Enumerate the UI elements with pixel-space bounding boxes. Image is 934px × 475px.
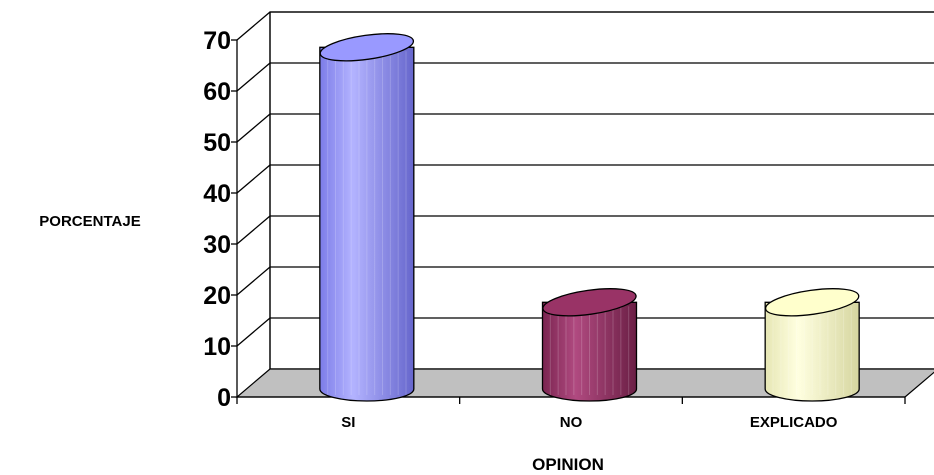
bar-body — [764, 301, 860, 402]
y-tick-label: 10 — [203, 333, 231, 361]
y-axis-title: PORCENTAJE — [39, 213, 140, 230]
y-tick-label: 40 — [203, 180, 231, 208]
bar-si — [319, 33, 415, 402]
y-tick-label: 60 — [203, 78, 231, 106]
bar-top — [764, 288, 860, 317]
gridline-depth — [236, 215, 271, 245]
gridline-depth — [236, 317, 271, 347]
gridline-depth — [236, 113, 271, 143]
bar-no — [541, 288, 638, 402]
gridline-depth — [236, 11, 271, 41]
y-tick-label: 70 — [203, 27, 231, 55]
y-tick-label: 0 — [217, 384, 231, 412]
bar-explicado — [764, 288, 860, 402]
y-tick-label: 50 — [203, 129, 231, 157]
bar-top — [319, 33, 415, 62]
bar-body — [319, 46, 415, 402]
x-tick-label: SI — [341, 414, 355, 431]
bar-top — [542, 288, 637, 317]
y-tick-label: 30 — [203, 231, 231, 259]
x-axis-title: OPINION — [532, 455, 604, 474]
x-tick-label: NO — [560, 414, 583, 431]
gridline-depth — [236, 164, 271, 194]
gridline-depth — [236, 266, 271, 296]
bar-body — [541, 301, 638, 402]
y-tick-label: 20 — [203, 282, 231, 310]
x-tick-label: EXPLICADO — [750, 414, 838, 431]
gridline-depth — [236, 62, 271, 92]
